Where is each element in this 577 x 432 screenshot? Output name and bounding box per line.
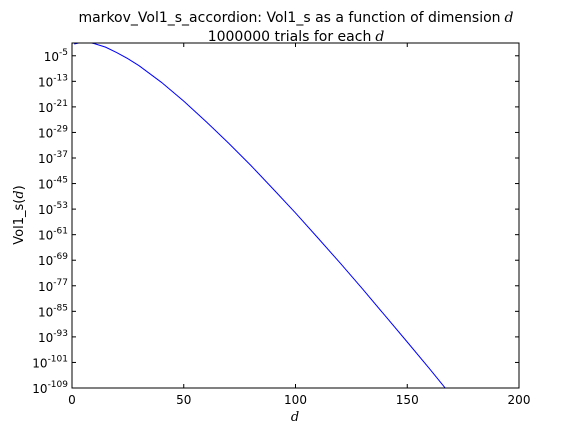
chart-title-line1: markov_Vol1_s_accordion: Vol1_s as a fun…	[78, 10, 513, 26]
chart-title-line2-var: d	[375, 29, 384, 45]
x-axis-label: d	[291, 410, 299, 425]
y-tick-label: 10-37	[38, 150, 68, 166]
y-tick-label: 10-53	[38, 201, 68, 217]
tick-group: 0 50 100 150 200 10-5 10-13 10-21 10-29 10-37 10-4…	[32, 43, 530, 407]
y-tick-label: 10-5	[44, 48, 68, 64]
y-tick-label: 10-45	[38, 176, 68, 192]
x-tick-label: 50	[176, 393, 191, 407]
x-tick-label: 0	[68, 393, 76, 407]
x-tick-label: 200	[508, 393, 531, 407]
y-tick-label: 10-13	[38, 73, 68, 89]
plot-frame	[71, 42, 520, 389]
chart-title-line1-text: markov_Vol1_s_accordion: Vol1_s as a fun…	[78, 10, 500, 26]
y-tick-label: 10-101	[32, 354, 68, 370]
chart-title-line1-var: d	[505, 10, 514, 26]
y-tick-label: 10-61	[38, 227, 68, 243]
y-axis-label-text: Vol1_s(	[12, 199, 27, 245]
y-tick-label: 10-109	[32, 380, 68, 396]
y-axis-label-close: )	[12, 185, 27, 190]
y-tick-label: 10-69	[38, 252, 68, 268]
chart-title-line2-text: 1000000 trials for each	[208, 29, 372, 45]
x-tick-label: 150	[396, 393, 419, 407]
y-tick-label: 10-77	[38, 278, 68, 294]
chart-title-line2: 1000000 trials for each d	[208, 29, 385, 45]
series-line	[74, 43, 446, 388]
y-axis-label: Vol1_s(d)	[12, 185, 27, 244]
y-tick-label: 10-21	[38, 99, 68, 115]
y-tick-label: 10-85	[38, 303, 68, 319]
y-axis-label-var: d	[12, 190, 27, 198]
x-tick-label: 100	[284, 393, 307, 407]
y-tick-label: 10-93	[38, 329, 68, 345]
y-tick-label: 10-29	[38, 124, 68, 140]
